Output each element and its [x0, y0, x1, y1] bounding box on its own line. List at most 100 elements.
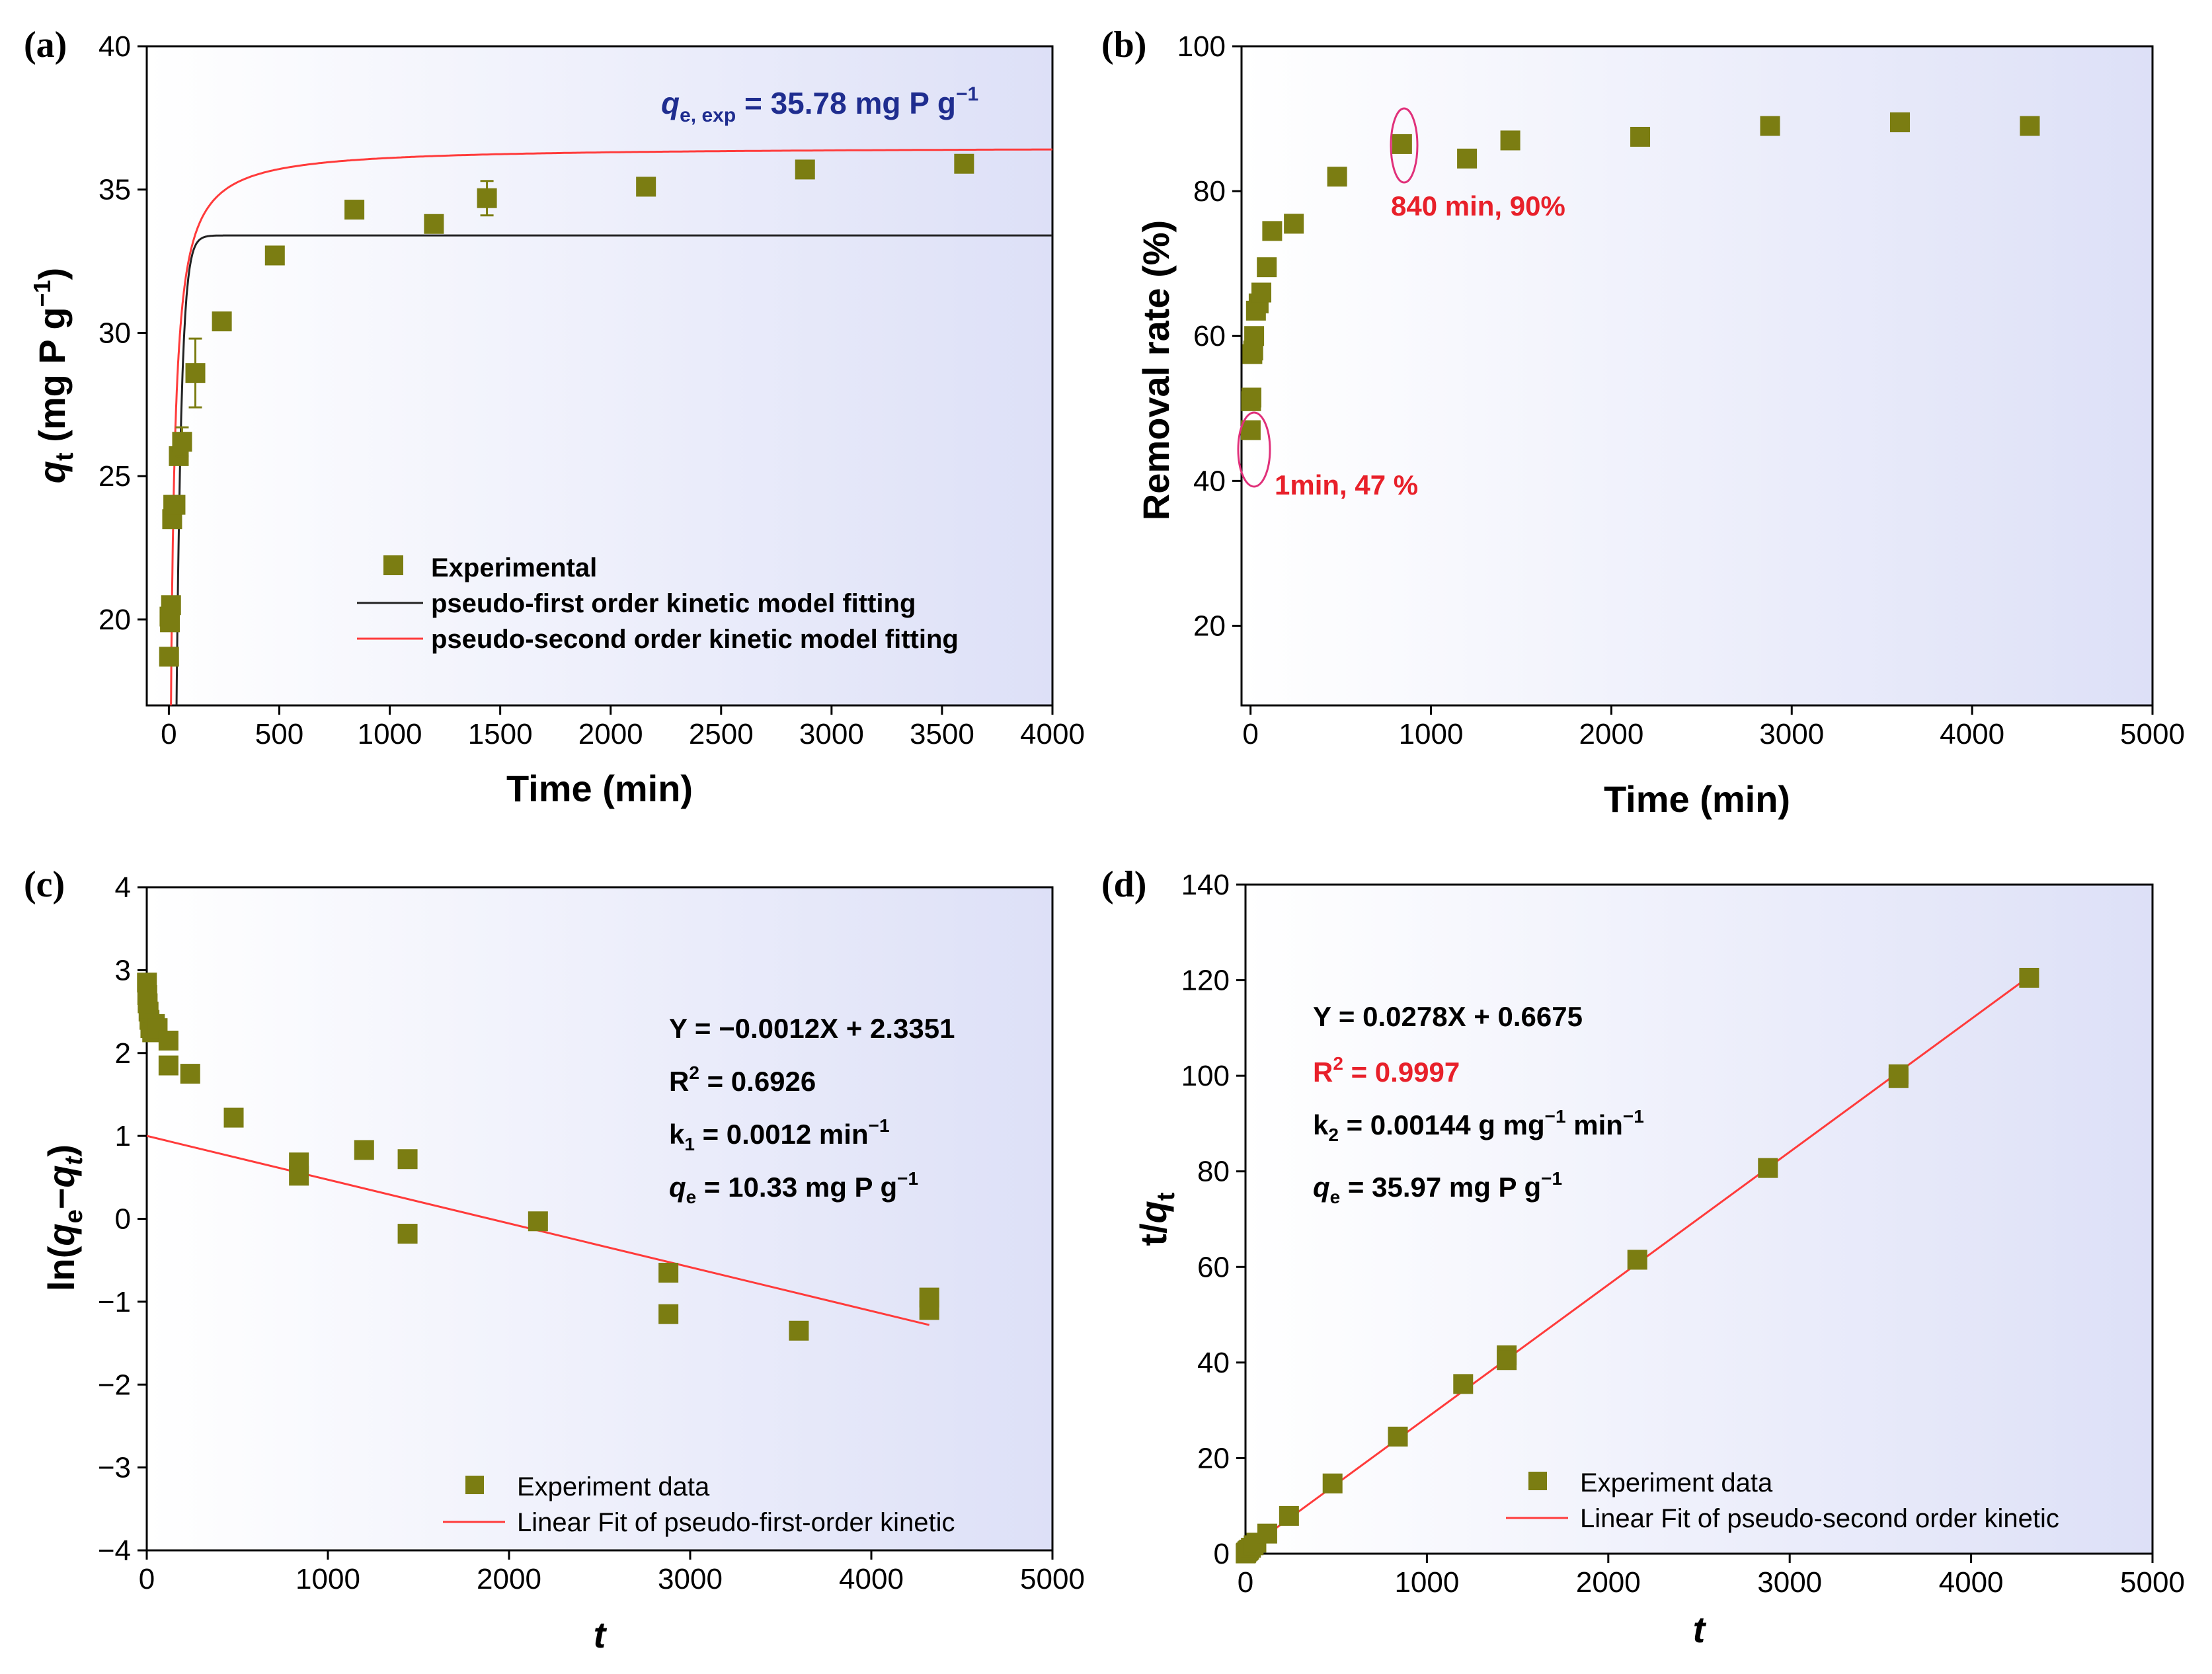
panel-d-k2: k2 = 0.00144 g mg−1 min−1 [1313, 1106, 1644, 1145]
panel-d-ylabel-q: q [1132, 1201, 1174, 1223]
panel-d-k2-sub: 2 [1328, 1125, 1339, 1145]
panel-d-r2: R2 = 0.9997 [1313, 1053, 1460, 1088]
panel-c-qe-val: = 10.33 mg P g [696, 1172, 897, 1203]
panel-b-data-point [1242, 387, 1262, 408]
panel-a-y-axis-title: qt (mg P g−1) [28, 268, 79, 483]
panel-c-data-point [658, 1262, 679, 1283]
panel-d-equation: Y = 0.0278X + 0.6675 [1313, 1001, 1583, 1032]
panel-a-legend-label-pso: pseudo-second order kinetic model fittin… [431, 625, 959, 654]
panel-d-chart: 0 1000 2000 3000 4000 5000020406080100120140 … [1101, 864, 2185, 1650]
panel-a-qe-exp-subscript: e, exp [680, 104, 736, 126]
panel-c-ylabel-q1: q [40, 1223, 82, 1246]
panel-d-legend-marker [1528, 1472, 1547, 1490]
panel-a-data-point [264, 245, 285, 266]
panel-d-data-point [2019, 967, 2039, 988]
panel-c-x-tick-label: 0 [139, 1563, 155, 1595]
panel-d-y-tick-label: 80 [1197, 1156, 1230, 1188]
panel-c-r2: R2 = 0.6926 [669, 1062, 816, 1097]
panel-d-y-tick-label: 60 [1197, 1251, 1230, 1283]
panel-a-y-tick-label: 40 [99, 30, 131, 63]
panel-b-y-tick-label: 100 [1177, 30, 1226, 63]
panel-a-data-point [185, 363, 206, 383]
panel-c-qe-lead: q [669, 1172, 686, 1203]
panel-c-y-tick-label: 1 [115, 1120, 131, 1152]
panel-a-ylabel-close: ) [31, 268, 73, 280]
panel-d-y-tick-label: 0 [1214, 1538, 1230, 1570]
panel-b-data-point [1244, 326, 1265, 346]
panel-d-qe-val: = 35.97 mg P g [1340, 1172, 1541, 1203]
panel-d-ylabel-sub: t [1152, 1192, 1180, 1201]
panel-d-data-point [1322, 1473, 1343, 1494]
panel-c-x-axis-title: t [594, 1614, 608, 1655]
panel-c-k1: k1 = 0.0012 min−1 [669, 1115, 890, 1154]
panel-c-legend-marker [465, 1476, 484, 1494]
panel-b-chart: 0 1000 2000 3000 4000 5000 20 40 60 80 100 (b) Tim… [1101, 24, 2185, 820]
panel-d-y-tick-label: 100 [1181, 1060, 1230, 1092]
panel-c-ylabel-q2: q [40, 1165, 82, 1187]
panel-d-y-tick-label: 40 [1197, 1347, 1230, 1379]
panel-d-y-tick-label: 20 [1197, 1442, 1230, 1474]
panel-a-data-point [172, 432, 192, 452]
panel-b-y-tick-label: 60 [1193, 320, 1226, 352]
panel-a-marks [159, 148, 1052, 705]
panel-a-data-point [161, 595, 181, 616]
panel-d-k2-tail: min [1566, 1109, 1623, 1140]
panel-a-qe-exp-superscript: −1 [956, 83, 978, 105]
panel-b-x-tick-label: 4000 [1940, 718, 2004, 750]
panel-a-ylabel-t: t [51, 452, 79, 461]
panel-b-y-tick-label: 20 [1193, 610, 1226, 642]
panel-d-qe-sub: e [1330, 1187, 1341, 1207]
panel-b-data-point [1392, 134, 1412, 154]
panel-c-data-point [354, 1140, 374, 1160]
panel-c-data-point [397, 1224, 418, 1244]
panel-c-y-tick-label: 4 [115, 871, 131, 904]
panel-a-qe-exp-annotation: qe, exp = 35.78 mg P g−1 [661, 83, 978, 126]
panel-c-x-tick-label: 3000 [658, 1563, 723, 1595]
panel-a-data-point [477, 188, 497, 208]
panel-c-ticks: 0 1000 2000 3000 4000 5000 −4 −3 −2 −1 0 1 2 3 4 [98, 871, 1085, 1595]
panel-c-ylabel-e: e [60, 1209, 88, 1223]
panel-c-data-point [397, 1149, 418, 1170]
panel-a-x-tick-label: 1000 [358, 718, 422, 750]
panel-d-x-tick-label: 4000 [1939, 1566, 2004, 1599]
panel-d-fit-parameters: Y = 0.0278X + 0.6675 R2 = 0.9997 k2 = 0.… [1313, 1001, 1644, 1207]
panel-c-marks [137, 973, 939, 1341]
panel-b-circle-840 [1390, 107, 1419, 184]
panel-b-data-point [1262, 221, 1283, 241]
panel-a-ylabel-unit: (mg P g [31, 307, 73, 452]
panel-c-plot-area [145, 886, 1054, 1552]
panel-a-x-tick-label: 0 [161, 718, 177, 750]
panel-a-legend: Experimental pseudo-first order kinetic … [357, 553, 959, 654]
panel-c-y-tick-label: −2 [98, 1369, 131, 1401]
panel-b-data-point [1630, 126, 1651, 147]
panel-c-x-tick-label: 1000 [296, 1563, 360, 1595]
panel-a-data-point [159, 647, 179, 667]
panel-a-x-tick-label: 4000 [1020, 718, 1085, 750]
panel-d-legend: Experiment data Linear Fit of pseudo-sec… [1506, 1468, 2059, 1533]
panel-a-x-tick-label: 1500 [468, 718, 533, 750]
panel-b-x-tick-label: 1000 [1399, 718, 1464, 750]
panel-b-plot-area [1240, 45, 2154, 707]
panel-d-x-axis-title: t [1693, 1609, 1707, 1650]
panel-d-x-tick-label: 1000 [1394, 1566, 1459, 1599]
panel-a-data-point [795, 159, 815, 180]
panel-d-data-point [1257, 1523, 1277, 1544]
panel-c-y-tick-label: −4 [98, 1534, 131, 1567]
panel-b-annotation-840: 840 min, 90% [1391, 190, 1565, 221]
panel-d-ticks: 0 1000 2000 3000 4000 5000 0 20 40 60 80 100 120 140 [1181, 869, 2185, 1599]
panel-d-data-point [1497, 1350, 1517, 1371]
panel-a-x-tick-label: 500 [255, 718, 303, 750]
panel-a-qe-exp-value: = 35.78 mg P g [736, 86, 956, 120]
panel-c-y-tick-label: 0 [115, 1203, 131, 1236]
panel-a-plot-area [145, 45, 1054, 707]
panel-d-data-point [1627, 1250, 1647, 1270]
panel-d-r2-lead: R [1313, 1056, 1333, 1088]
panel-d-k2-sup: −1 [1545, 1106, 1566, 1127]
panel-a-y-tick-label: 35 [99, 174, 131, 206]
panel-b-x-axis-title: Time (min) [1604, 778, 1790, 820]
panel-c-ylabel-minus: − [40, 1188, 82, 1210]
panel-b-data-point [1327, 167, 1347, 187]
panel-c-data-point [658, 1304, 679, 1324]
panel-a-qe-exp-symbol: q [661, 86, 680, 120]
